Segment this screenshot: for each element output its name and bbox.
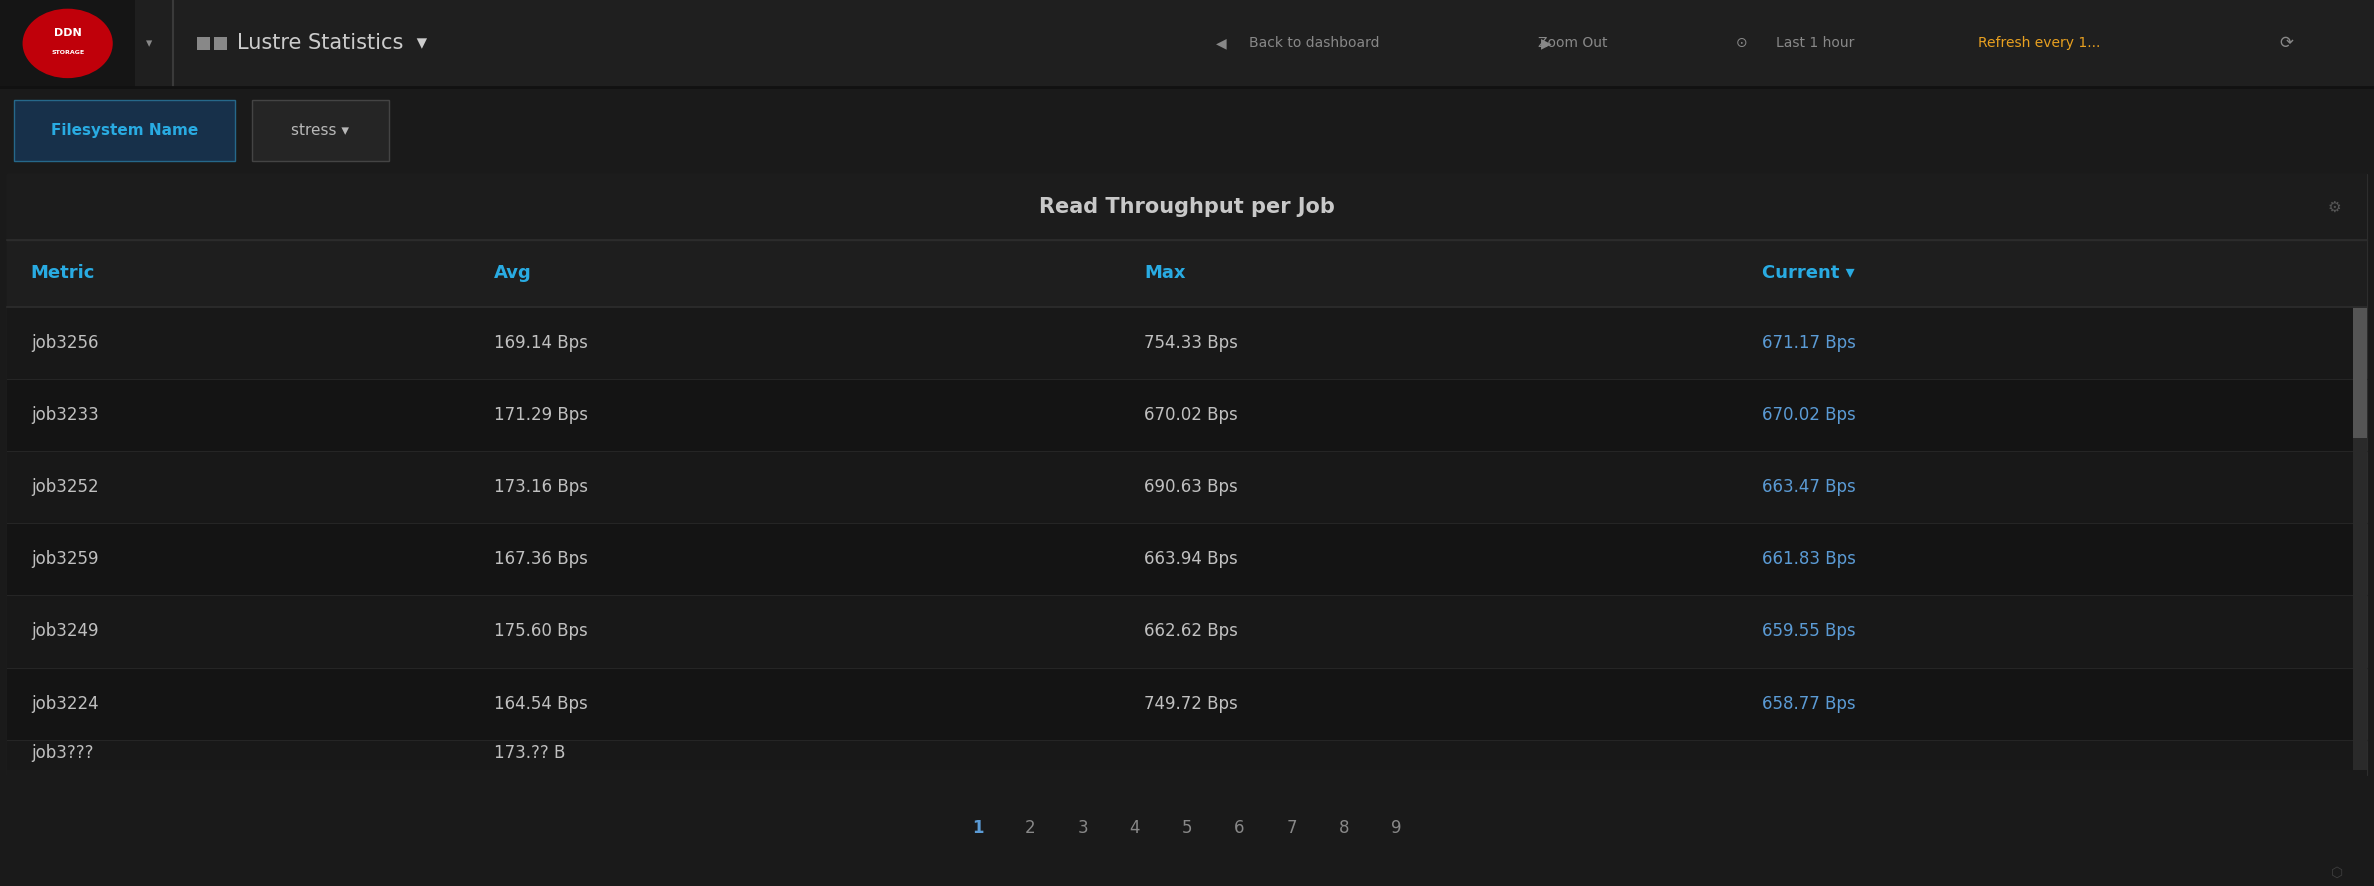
Text: job3224: job3224 — [31, 695, 97, 712]
Text: job3256: job3256 — [31, 334, 97, 352]
Text: ▾: ▾ — [147, 37, 152, 50]
Text: job3259: job3259 — [31, 550, 97, 568]
FancyBboxPatch shape — [7, 240, 2367, 307]
Text: ◀: ◀ — [1215, 36, 1225, 51]
Text: 670.02 Bps: 670.02 Bps — [1762, 406, 1854, 424]
Text: 169.14 Bps: 169.14 Bps — [494, 334, 589, 352]
Text: DDN: DDN — [55, 28, 81, 38]
Text: Lustre Statistics  ▾: Lustre Statistics ▾ — [237, 34, 427, 53]
Text: 173.16 Bps: 173.16 Bps — [494, 478, 589, 496]
Text: job3252: job3252 — [31, 478, 97, 496]
Text: Current ▾: Current ▾ — [1762, 264, 1854, 283]
Text: 663.47 Bps: 663.47 Bps — [1762, 478, 1854, 496]
Text: stress ▾: stress ▾ — [292, 123, 349, 137]
Text: Metric: Metric — [31, 264, 95, 283]
FancyBboxPatch shape — [7, 523, 2367, 595]
Text: ⊙: ⊙ — [1735, 36, 1747, 51]
Ellipse shape — [24, 9, 114, 78]
FancyBboxPatch shape — [197, 43, 211, 51]
Text: 690.63 Bps: 690.63 Bps — [1144, 478, 1237, 496]
FancyBboxPatch shape — [252, 100, 389, 160]
Text: 167.36 Bps: 167.36 Bps — [494, 550, 589, 568]
Text: job3249: job3249 — [31, 623, 97, 641]
FancyBboxPatch shape — [14, 100, 235, 160]
Text: Last 1 hour: Last 1 hour — [1776, 36, 1854, 51]
Text: 2: 2 — [1026, 819, 1035, 837]
Text: 5: 5 — [1182, 819, 1192, 837]
FancyBboxPatch shape — [0, 0, 135, 87]
FancyBboxPatch shape — [197, 37, 211, 44]
FancyBboxPatch shape — [7, 770, 2367, 886]
Text: 1: 1 — [973, 819, 983, 837]
FancyBboxPatch shape — [7, 378, 2367, 451]
FancyBboxPatch shape — [7, 174, 2367, 240]
Text: 671.17 Bps: 671.17 Bps — [1762, 334, 1856, 352]
Text: 670.02 Bps: 670.02 Bps — [1144, 406, 1237, 424]
Text: 6: 6 — [1234, 819, 1244, 837]
Text: Back to dashboard: Back to dashboard — [1249, 36, 1379, 51]
Text: 749.72 Bps: 749.72 Bps — [1144, 695, 1237, 712]
Text: Zoom Out: Zoom Out — [1538, 36, 1607, 51]
Text: 663.94 Bps: 663.94 Bps — [1144, 550, 1237, 568]
Text: 7: 7 — [1287, 819, 1296, 837]
FancyBboxPatch shape — [7, 595, 2367, 668]
FancyBboxPatch shape — [214, 43, 228, 51]
Text: 662.62 Bps: 662.62 Bps — [1144, 623, 1239, 641]
Text: Refresh every 1...: Refresh every 1... — [1978, 36, 2101, 51]
Text: 4: 4 — [1130, 819, 1140, 837]
Text: 3: 3 — [1078, 819, 1087, 837]
Text: 164.54 Bps: 164.54 Bps — [494, 695, 586, 712]
FancyBboxPatch shape — [7, 668, 2367, 740]
Text: 661.83 Bps: 661.83 Bps — [1762, 550, 1856, 568]
Text: ⟳: ⟳ — [2279, 35, 2293, 52]
FancyBboxPatch shape — [7, 174, 2367, 774]
Text: job3233: job3233 — [31, 406, 100, 424]
Text: 171.29 Bps: 171.29 Bps — [494, 406, 589, 424]
FancyBboxPatch shape — [7, 307, 2367, 378]
Text: ▶: ▶ — [1541, 36, 1550, 51]
FancyBboxPatch shape — [7, 451, 2367, 523]
Text: 9: 9 — [1391, 819, 1401, 837]
FancyBboxPatch shape — [7, 740, 2367, 770]
Text: 175.60 Bps: 175.60 Bps — [494, 623, 586, 641]
Text: 173.?? B: 173.?? B — [494, 744, 565, 763]
FancyBboxPatch shape — [214, 37, 228, 44]
FancyBboxPatch shape — [0, 87, 2374, 174]
FancyBboxPatch shape — [0, 0, 2374, 87]
Text: STORAGE: STORAGE — [52, 50, 83, 55]
Text: Filesystem Name: Filesystem Name — [50, 123, 199, 137]
Text: job3???: job3??? — [31, 744, 93, 763]
Text: Read Throughput per Job: Read Throughput per Job — [1040, 197, 1334, 217]
FancyBboxPatch shape — [2353, 308, 2367, 439]
FancyBboxPatch shape — [2353, 307, 2367, 770]
Text: 754.33 Bps: 754.33 Bps — [1144, 334, 1239, 352]
Text: 659.55 Bps: 659.55 Bps — [1762, 623, 1854, 641]
Text: 8: 8 — [1339, 819, 1348, 837]
Text: 658.77 Bps: 658.77 Bps — [1762, 695, 1854, 712]
Text: Avg: Avg — [494, 264, 532, 283]
Text: ⬡: ⬡ — [2331, 866, 2343, 880]
Text: ⚙: ⚙ — [2327, 199, 2341, 214]
Text: Max: Max — [1144, 264, 1185, 283]
